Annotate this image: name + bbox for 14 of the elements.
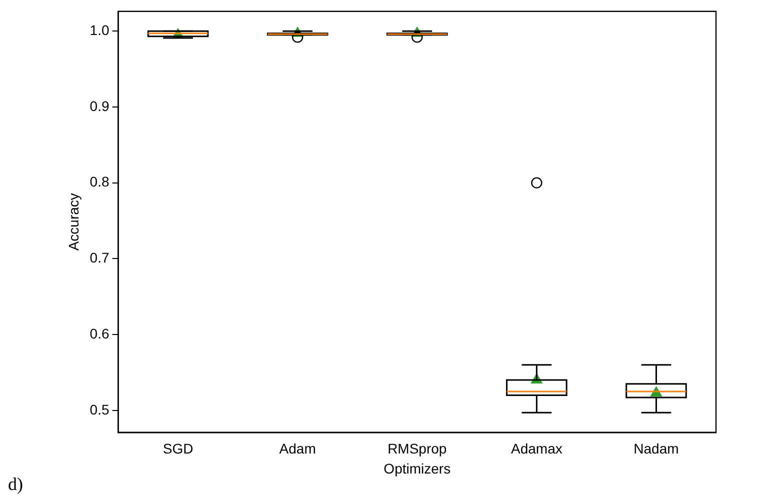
y-axis-title: Accuracy [65, 193, 82, 251]
x-tick-label: Adamax [511, 440, 562, 457]
x-tick-label: SGD [162, 440, 194, 457]
y-tick-label: 0.9 [90, 98, 110, 114]
x-tick-label: RMSprop [388, 440, 447, 457]
x-tick-label: Adam [279, 440, 316, 457]
y-tick-label: 0.6 [90, 325, 110, 342]
y-tick-label: 0.8 [90, 174, 110, 190]
text: d) [8, 474, 23, 495]
y-tick-label: 0.7 [90, 250, 110, 266]
x-tick-label: Nadam [634, 440, 679, 457]
y-tick-label: 1.0 [90, 22, 110, 38]
x-axis-title: Optimizers [384, 460, 451, 476]
y-tick-label: 0.5 [90, 401, 110, 418]
